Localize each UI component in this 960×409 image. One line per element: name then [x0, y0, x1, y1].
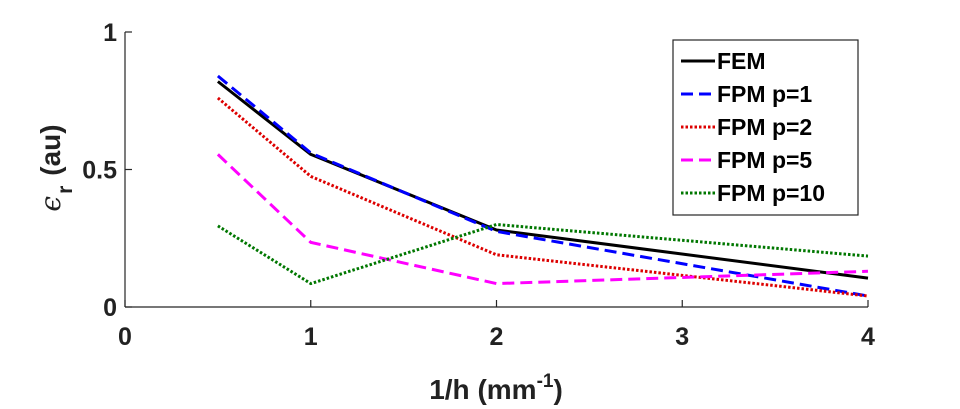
- y-tick-label: 0.5: [82, 157, 117, 185]
- y-axis-label: ϵr (au): [34, 124, 77, 211]
- ticks-layer: 0 1 2 3 4 0 0.5 1: [82, 19, 875, 351]
- legend-label: FPM p=10: [717, 180, 825, 206]
- series-line-fpm-p-1: [216, 74, 869, 298]
- x-tick-label: 1: [304, 323, 318, 351]
- x-tick-label: 0: [118, 323, 132, 351]
- x-tick-label: 2: [490, 323, 504, 351]
- y-tick-label: 1: [103, 19, 117, 47]
- legend-label: FPM p=5: [717, 147, 812, 173]
- y-axis-label-subscript: r: [54, 186, 77, 194]
- x-axis-label: 1/h (mm-1): [429, 371, 563, 405]
- series-line-fpm-p-10: [217, 223, 869, 286]
- legend: FEM FPM p=1 FPM p=2 FPM p=5 FPM p=10: [672, 39, 859, 216]
- x-tick-label: 4: [861, 323, 875, 351]
- y-axis-label-symbol: ϵ: [34, 196, 67, 212]
- x-tick-label: 3: [675, 323, 689, 351]
- series-layer: [216, 74, 869, 298]
- x-axis-label-superscript: -1: [537, 371, 554, 392]
- y-tick-label: 0: [103, 294, 117, 322]
- y-axis-label-unit: (au): [35, 124, 66, 175]
- series-line-fpm-p-2: [216, 96, 869, 298]
- legend-label: FEM: [717, 48, 766, 74]
- legend-label: FPM p=2: [717, 114, 812, 140]
- series-line-fpm-p-5: [216, 153, 869, 286]
- legend-label: FPM p=1: [717, 81, 812, 107]
